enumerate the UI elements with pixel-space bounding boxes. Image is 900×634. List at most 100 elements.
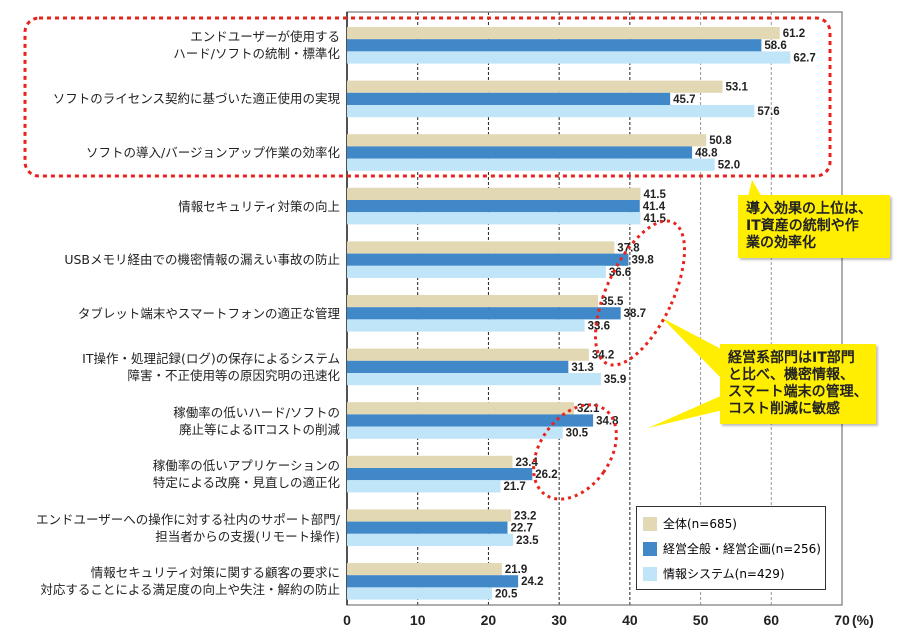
- bar: [347, 51, 791, 64]
- data-label: 57.6: [757, 106, 779, 118]
- x-tick-label: 40: [622, 612, 638, 628]
- annotation-management: 経営系部門はIT部門 と比べ、機密情報、 スマート端末の管理、 コスト削減に敏感: [720, 344, 876, 424]
- highlight-box: [23, 16, 832, 178]
- bar: [347, 200, 640, 213]
- bar: [347, 402, 574, 415]
- callout-pointer: [648, 395, 723, 428]
- category-label: 情報セキュリティ対策に関する顧客の要求に 対応することによる満足度の向上や失注・解…: [10, 564, 340, 598]
- bar: [347, 27, 780, 40]
- category-label-line: 稼働率の低いアプリケーションの: [152, 458, 340, 474]
- bar: [347, 146, 693, 159]
- category-label: ソフトのライセンス契約に基づいた適正使用の実現: [10, 90, 340, 107]
- legend-label: 情報システム(n=429): [663, 567, 785, 581]
- data-label: 45.7: [673, 94, 695, 106]
- data-label: 53.1: [725, 82, 748, 94]
- category-label: USBメモリ経由での機密情報の漏えい事故の防止: [10, 251, 340, 268]
- category-label: エンドユーザーへの操作に対する社内のサポート部門/担当者からの支援(リモート操作…: [10, 511, 340, 545]
- data-label: 41.4: [643, 201, 666, 213]
- data-label: 24.2: [521, 576, 543, 588]
- data-label: 61.2: [783, 28, 805, 40]
- bar: [347, 455, 513, 468]
- category-label-line: 特定による改廃・見直しの適正化: [152, 475, 340, 491]
- category-label-line: ソフトの導入/バージョンアップ作業の効率化: [86, 145, 340, 160]
- data-label: 22.7: [511, 523, 533, 535]
- bar: [347, 134, 707, 147]
- category-label: タブレット端末やスマートフォンの適正な管理: [10, 305, 340, 322]
- x-tick-label: 0: [343, 612, 351, 628]
- bar: [347, 468, 533, 481]
- bar: [347, 373, 601, 386]
- category-label: エンドユーザーが使用する ハード/ソフトの統制・標準化: [10, 28, 340, 62]
- category-label: ソフトの導入/バージョンアップ作業の効率化: [10, 144, 340, 161]
- category-label-line: 対応することによる満足度の向上や失注・解約の防止: [40, 582, 340, 598]
- legend-label: 経営全般・経営企画(n=256): [663, 542, 821, 556]
- data-label: 41.5: [643, 189, 666, 201]
- legend-label: 全体(n=685): [663, 517, 737, 531]
- bar: [347, 575, 519, 588]
- x-tick-label: 20: [481, 612, 497, 628]
- annotation-line: 導入効果の上位は、: [746, 201, 872, 217]
- bar: [347, 480, 501, 493]
- data-label: 23.5: [516, 535, 539, 547]
- callout-pointer: [748, 180, 762, 197]
- bar: [347, 348, 589, 361]
- legend-item: 全体(n=685): [643, 515, 737, 532]
- data-label: 35.9: [604, 374, 626, 386]
- bar: [347, 319, 585, 332]
- data-label: 23.2: [514, 510, 536, 522]
- bar: [347, 509, 512, 522]
- legend: 全体(n=685) 経営全般・経営企画(n=256) 情報システム(n=429): [636, 506, 826, 590]
- data-label: 62.7: [793, 52, 815, 64]
- legend-swatch: [643, 566, 657, 581]
- x-tick-label: 70: [834, 612, 850, 628]
- legend-swatch: [643, 516, 657, 531]
- highlight-ellipse: [532, 403, 618, 501]
- data-label: 35.5: [601, 296, 624, 308]
- category-label: 稼働率の低いアプリケーションの 特定による改廃・見直しの適正化: [10, 457, 340, 491]
- bar: [347, 92, 671, 105]
- bar: [347, 360, 569, 373]
- bar: [347, 307, 621, 320]
- category-label-line: 稼働率の低いハード/ソフトの: [173, 404, 340, 420]
- x-tick-label: 30: [551, 612, 567, 628]
- annotation-line: コスト削減に敏感: [728, 401, 840, 417]
- bar: [347, 587, 492, 600]
- bar: [347, 414, 594, 427]
- category-label: IT操作・処理記録(ログ)の保存によるシステム 障害・不正使用等の原因究明の迅速化: [10, 350, 340, 384]
- category-label-line: 情報セキュリティ対策の向上: [178, 198, 340, 214]
- category-label-line: ハード/ソフトの統制・標準化: [173, 46, 340, 62]
- callout-pointer: [662, 318, 723, 380]
- bar: [347, 253, 629, 266]
- data-label: 39.8: [631, 255, 654, 267]
- category-label-line: タブレット端末やスマートフォンの適正な管理: [77, 305, 340, 321]
- bar: [347, 187, 641, 200]
- bar: [347, 158, 715, 171]
- annotation-line: IT資産の統制や作: [746, 218, 859, 234]
- category-label-line: IT操作・処理記録(ログ)の保存によるシステム: [82, 350, 340, 366]
- bar: [347, 295, 599, 308]
- data-label: 38.7: [624, 308, 646, 320]
- data-label: 33.6: [588, 320, 610, 332]
- data-label: 31.3: [571, 362, 593, 374]
- data-label: 30.5: [566, 428, 589, 440]
- annotation-line: 業の効率化: [746, 235, 816, 251]
- x-tick-label: 10: [410, 612, 426, 628]
- highlight-ellipse: [593, 219, 687, 367]
- bar: [347, 241, 615, 254]
- data-label: 21.9: [505, 564, 527, 576]
- data-label: 50.8: [709, 135, 732, 147]
- category-label-line: エンドユーザーへの操作に対する社内のサポート部門/: [36, 511, 340, 527]
- data-label: 20.5: [495, 588, 518, 600]
- data-label: 26.2: [535, 469, 557, 481]
- category-label: 情報セキュリティ対策の向上: [10, 198, 340, 215]
- bar: [347, 265, 606, 278]
- category-label: 稼働率の低いハード/ソフトの 廃止等によるITコストの削減: [10, 404, 340, 438]
- x-tick-label: 60: [763, 612, 779, 628]
- bar: [347, 39, 762, 52]
- annotation-line: スマート端末の管理、: [728, 384, 868, 400]
- data-label: 34.2: [592, 350, 614, 362]
- annotation-line: と比べ、機密情報、: [728, 367, 854, 383]
- data-label: 48.8: [695, 147, 718, 159]
